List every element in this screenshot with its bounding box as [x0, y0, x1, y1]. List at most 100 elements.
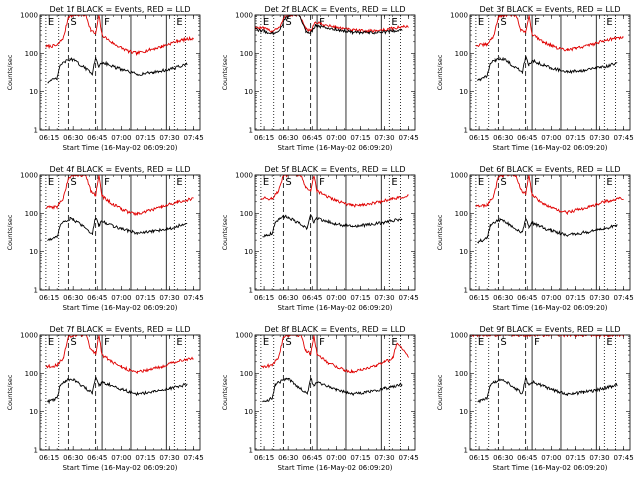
- x-tick-label: 07:30: [159, 454, 179, 462]
- marker-label: F: [104, 337, 110, 348]
- x-tick-label: 07:45: [613, 294, 633, 302]
- x-axis-label: Start Time (16-May-02 06:09:20): [62, 304, 177, 312]
- x-tick-label: 07:15: [565, 134, 585, 142]
- x-tick-label: 07:00: [111, 294, 131, 302]
- plot-frame: [469, 14, 631, 131]
- panel-title: Det 6f BLACK = Events, RED = LLD: [479, 165, 620, 174]
- y-tick-label: 10: [459, 248, 468, 256]
- panel-det-2: Det 2f BLACK = Events, RED = LLD Counts/s…: [221, 5, 419, 152]
- x-tick-label: 06:30: [278, 454, 298, 462]
- series-lld-line: [475, 15, 624, 52]
- y-tick-label: 10: [29, 248, 38, 256]
- series-lld-line: [45, 335, 194, 374]
- panel-title: Det 5f BLACK = Events, RED = LLD: [264, 165, 405, 174]
- y-axis-label: Counts/sec: [6, 374, 14, 410]
- x-tick-label: 07:45: [183, 134, 203, 142]
- y-tick-label: 1: [34, 127, 38, 135]
- x-axis-label: Start Time (16-May-02 06:09:20): [277, 464, 392, 472]
- y-axis-label: Counts/sec: [221, 54, 229, 90]
- marker-label: E: [263, 17, 269, 28]
- series-events-line: [47, 216, 188, 242]
- x-tick-label: 06:15: [254, 454, 274, 462]
- marker-label: F: [319, 177, 325, 188]
- marker-label: S: [500, 17, 506, 28]
- x-axis-label: Start Time (16-May-02 06:09:20): [492, 304, 607, 312]
- y-tick-label: 10: [29, 408, 38, 416]
- x-axis-label: Start Time (16-May-02 06:09:20): [277, 144, 392, 152]
- y-tick-label: 1000: [20, 12, 38, 20]
- panel-det-9: Det 9f BLACK = Events, RED = LLD Counts/s…: [436, 325, 634, 472]
- x-tick-label: 07:30: [589, 134, 609, 142]
- x-tick-label: 06:45: [87, 134, 107, 142]
- marker-label: S: [285, 17, 291, 28]
- series-events-line: [477, 216, 618, 244]
- x-tick-label: 07:00: [541, 294, 561, 302]
- panel-det-1: Det 1f BLACK = Events, RED = LLD Counts/s…: [6, 5, 204, 152]
- x-tick-label: 06:15: [469, 134, 489, 142]
- y-tick-label: 1: [249, 447, 253, 455]
- plot-frame: [39, 14, 201, 131]
- y-axis-label: Counts/sec: [6, 214, 14, 250]
- y-tick-label: 1000: [450, 332, 468, 340]
- marker-label: S: [500, 337, 506, 348]
- y-tick-label: 1: [34, 447, 38, 455]
- panel-title: Det 1f BLACK = Events, RED = LLD: [49, 5, 190, 14]
- marker-label: E: [176, 337, 182, 348]
- x-tick-label: 07:45: [613, 134, 633, 142]
- y-tick-label: 100: [240, 210, 253, 218]
- marker-label: F: [534, 177, 540, 188]
- x-tick-label: 07:30: [589, 454, 609, 462]
- y-tick-label: 100: [25, 210, 38, 218]
- plot-frame: [254, 334, 416, 451]
- panel-title: Det 4f BLACK = Events, RED = LLD: [49, 165, 190, 174]
- plot-frame: [39, 174, 201, 291]
- panel-det-4: Det 4f BLACK = Events, RED = LLD Counts/s…: [6, 165, 204, 312]
- panel-det-6: Det 6f BLACK = Events, RED = LLD Counts/s…: [436, 165, 634, 312]
- x-tick-label: 06:30: [493, 454, 513, 462]
- x-tick-label: 06:45: [302, 294, 322, 302]
- panel-title: Det 7f BLACK = Events, RED = LLD: [49, 325, 190, 334]
- x-tick-label: 06:30: [493, 134, 513, 142]
- y-tick-label: 100: [455, 370, 468, 378]
- x-tick-label: 07:00: [326, 134, 346, 142]
- x-tick-label: 07:30: [159, 294, 179, 302]
- x-tick-label: 06:30: [63, 454, 83, 462]
- x-axis-label: Start Time (16-May-02 06:09:20): [492, 144, 607, 152]
- marker-label: E: [176, 17, 182, 28]
- x-tick-label: 06:30: [493, 294, 513, 302]
- x-tick-label: 06:45: [517, 294, 537, 302]
- marker-label: S: [70, 177, 76, 188]
- plot-frame: [469, 174, 631, 291]
- x-tick-label: 06:30: [63, 134, 83, 142]
- marker-label: F: [319, 17, 325, 28]
- x-tick-label: 07:00: [541, 454, 561, 462]
- y-tick-label: 1: [464, 287, 468, 295]
- series-lld-line: [470, 335, 624, 338]
- x-tick-label: 06:30: [278, 134, 298, 142]
- marker-label: E: [48, 337, 54, 348]
- marker-label: S: [285, 177, 291, 188]
- x-tick-label: 07:15: [135, 454, 155, 462]
- y-axis-label: Counts/sec: [436, 214, 444, 250]
- marker-label: E: [176, 177, 182, 188]
- series-lld-line: [260, 175, 409, 208]
- x-tick-label: 07:15: [350, 134, 370, 142]
- y-axis-label: Counts/sec: [221, 214, 229, 250]
- plot-frame: [469, 334, 631, 451]
- x-tick-label: 06:45: [302, 454, 322, 462]
- series-events-line: [477, 377, 618, 404]
- x-tick-label: 06:45: [517, 454, 537, 462]
- x-tick-label: 07:30: [159, 134, 179, 142]
- y-axis-label: Counts/sec: [436, 374, 444, 410]
- x-tick-label: 07:00: [111, 134, 131, 142]
- x-axis-label: Start Time (16-May-02 06:09:20): [62, 144, 177, 152]
- x-tick-label: 06:15: [469, 294, 489, 302]
- y-tick-label: 10: [244, 88, 253, 96]
- panel-title: Det 9f BLACK = Events, RED = LLD: [479, 325, 620, 334]
- y-tick-label: 100: [25, 50, 38, 58]
- plot-frame: [254, 14, 416, 131]
- x-tick-label: 07:45: [398, 454, 418, 462]
- x-tick-label: 07:45: [398, 294, 418, 302]
- marker-label: E: [391, 177, 397, 188]
